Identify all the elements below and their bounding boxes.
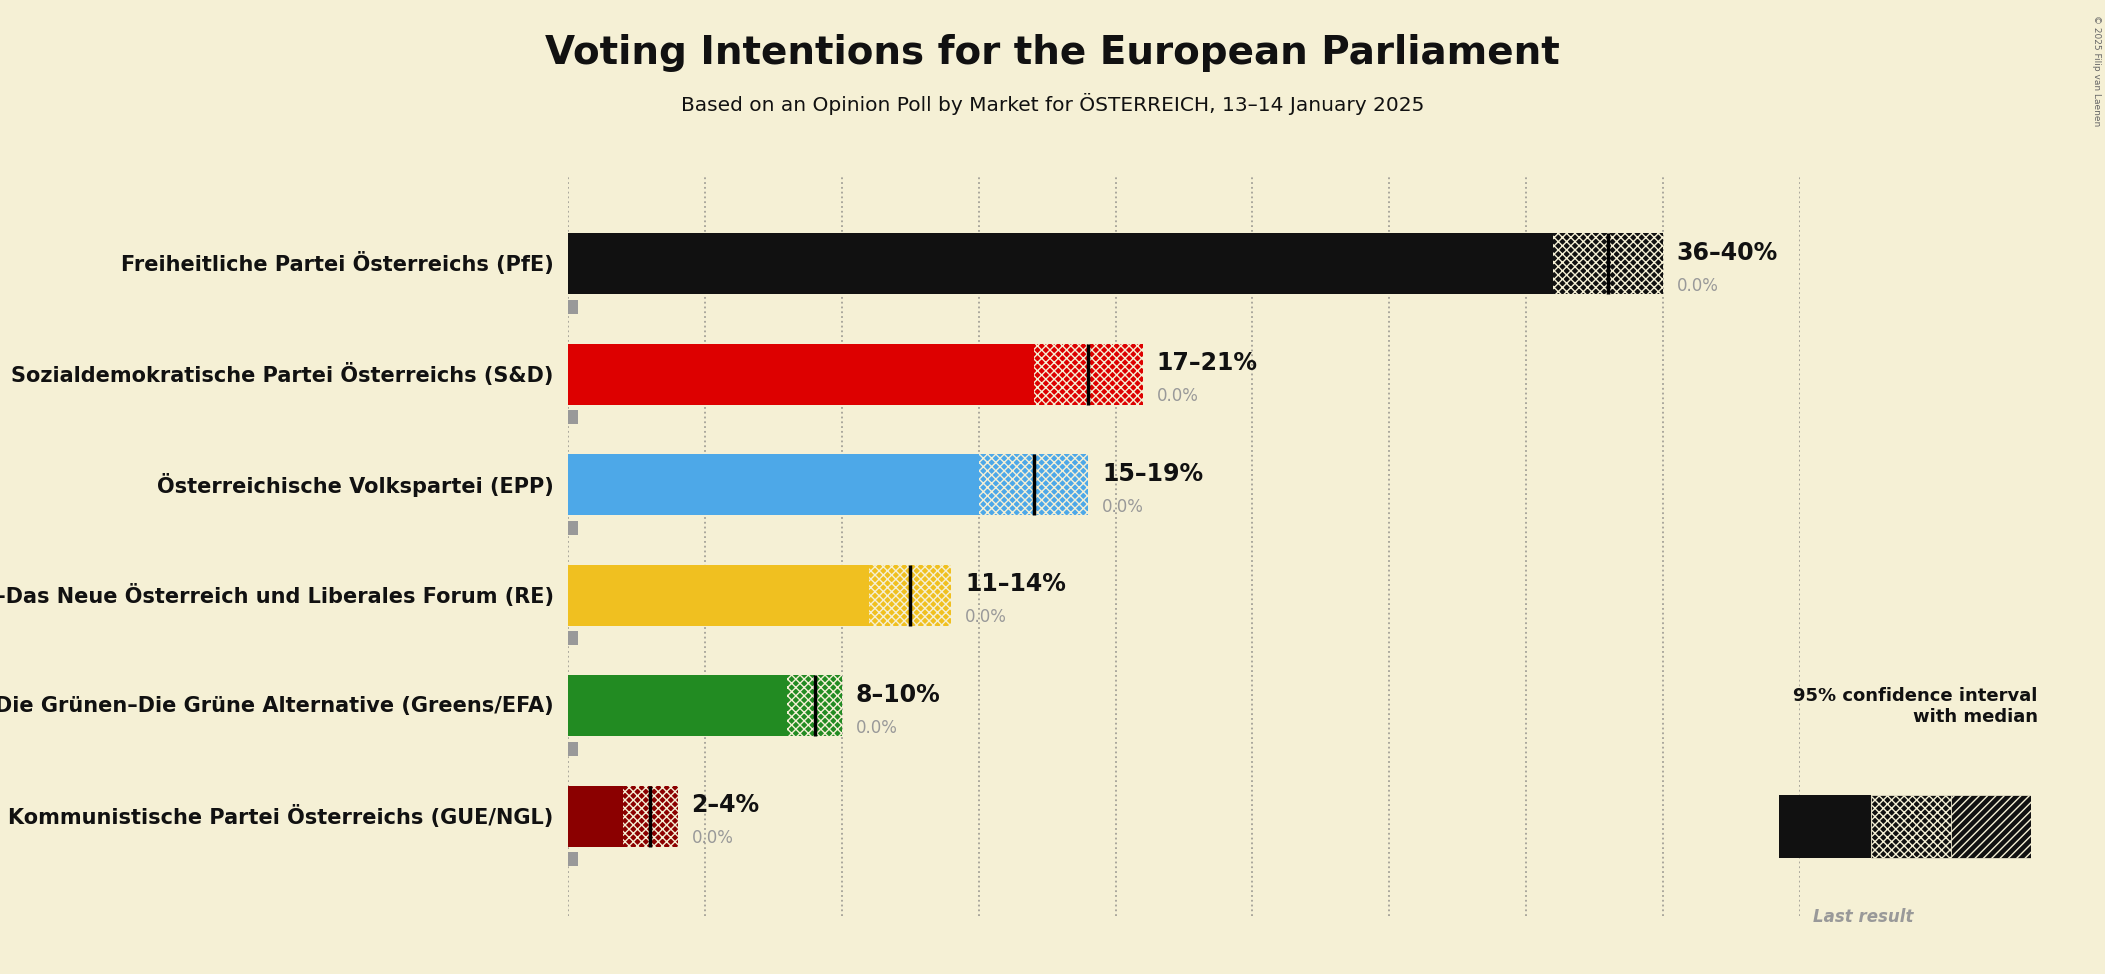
Text: 11–14%: 11–14%	[964, 572, 1065, 596]
Bar	[1779, 796, 1871, 858]
Text: Based on an Opinion Poll by Market for ÖSTERREICH, 13–14 January 2025: Based on an Opinion Poll by Market for Ö…	[680, 93, 1425, 115]
Text: 0.0%: 0.0%	[855, 719, 897, 736]
Text: 0.0%: 0.0%	[1103, 498, 1143, 516]
Text: Last result: Last result	[1812, 908, 1913, 925]
Bar	[1871, 796, 1951, 858]
Text: Österreichische Volkspartei (EPP): Österreichische Volkspartei (EPP)	[158, 472, 554, 497]
Bar	[979, 454, 1088, 515]
Bar	[623, 786, 678, 846]
Bar	[568, 520, 579, 535]
Bar	[568, 631, 579, 646]
Text: Kommunistische Partei Österreichs (GUE/NGL): Kommunistische Partei Österreichs (GUE/N…	[8, 805, 554, 828]
Bar	[568, 565, 869, 625]
Text: 0.0%: 0.0%	[1156, 388, 1198, 405]
Text: 17–21%: 17–21%	[1156, 352, 1257, 375]
Text: Die Grünen–Die Grüne Alternative (Greens/EFA): Die Grünen–Die Grüne Alternative (Greens…	[0, 695, 554, 716]
Bar	[869, 565, 951, 625]
Bar	[568, 454, 979, 515]
Bar	[568, 741, 579, 756]
Text: 15–19%: 15–19%	[1103, 462, 1204, 486]
Bar	[568, 675, 787, 736]
Text: 0.0%: 0.0%	[690, 829, 733, 847]
Text: Voting Intentions for the European Parliament: Voting Intentions for the European Parli…	[545, 34, 1560, 72]
Text: 95% confidence interval
with median: 95% confidence interval with median	[1793, 687, 2038, 726]
Text: © 2025 Filip van Laenen: © 2025 Filip van Laenen	[2092, 15, 2101, 126]
Text: Freiheitliche Partei Österreichs (PfE): Freiheitliche Partei Österreichs (PfE)	[120, 252, 554, 276]
Bar	[568, 344, 1034, 404]
Bar	[568, 300, 579, 314]
Bar	[1553, 234, 1663, 294]
Text: 0.0%: 0.0%	[964, 608, 1006, 626]
Text: 36–40%: 36–40%	[1676, 241, 1779, 265]
Bar	[568, 410, 579, 425]
Bar	[1951, 796, 2031, 858]
Text: 0.0%: 0.0%	[1676, 277, 1718, 295]
Bar	[787, 675, 842, 736]
Bar	[568, 786, 623, 846]
Bar	[1034, 344, 1143, 404]
Text: Sozialdemokratische Partei Österreichs (S&D): Sozialdemokratische Partei Österreichs (…	[11, 362, 554, 386]
Text: 2–4%: 2–4%	[690, 793, 760, 817]
Bar	[568, 234, 1553, 294]
Text: NEOS–Das Neue Österreich und Liberales Forum (RE): NEOS–Das Neue Österreich und Liberales F…	[0, 583, 554, 607]
Bar	[568, 852, 579, 867]
Text: 8–10%: 8–10%	[855, 683, 941, 706]
